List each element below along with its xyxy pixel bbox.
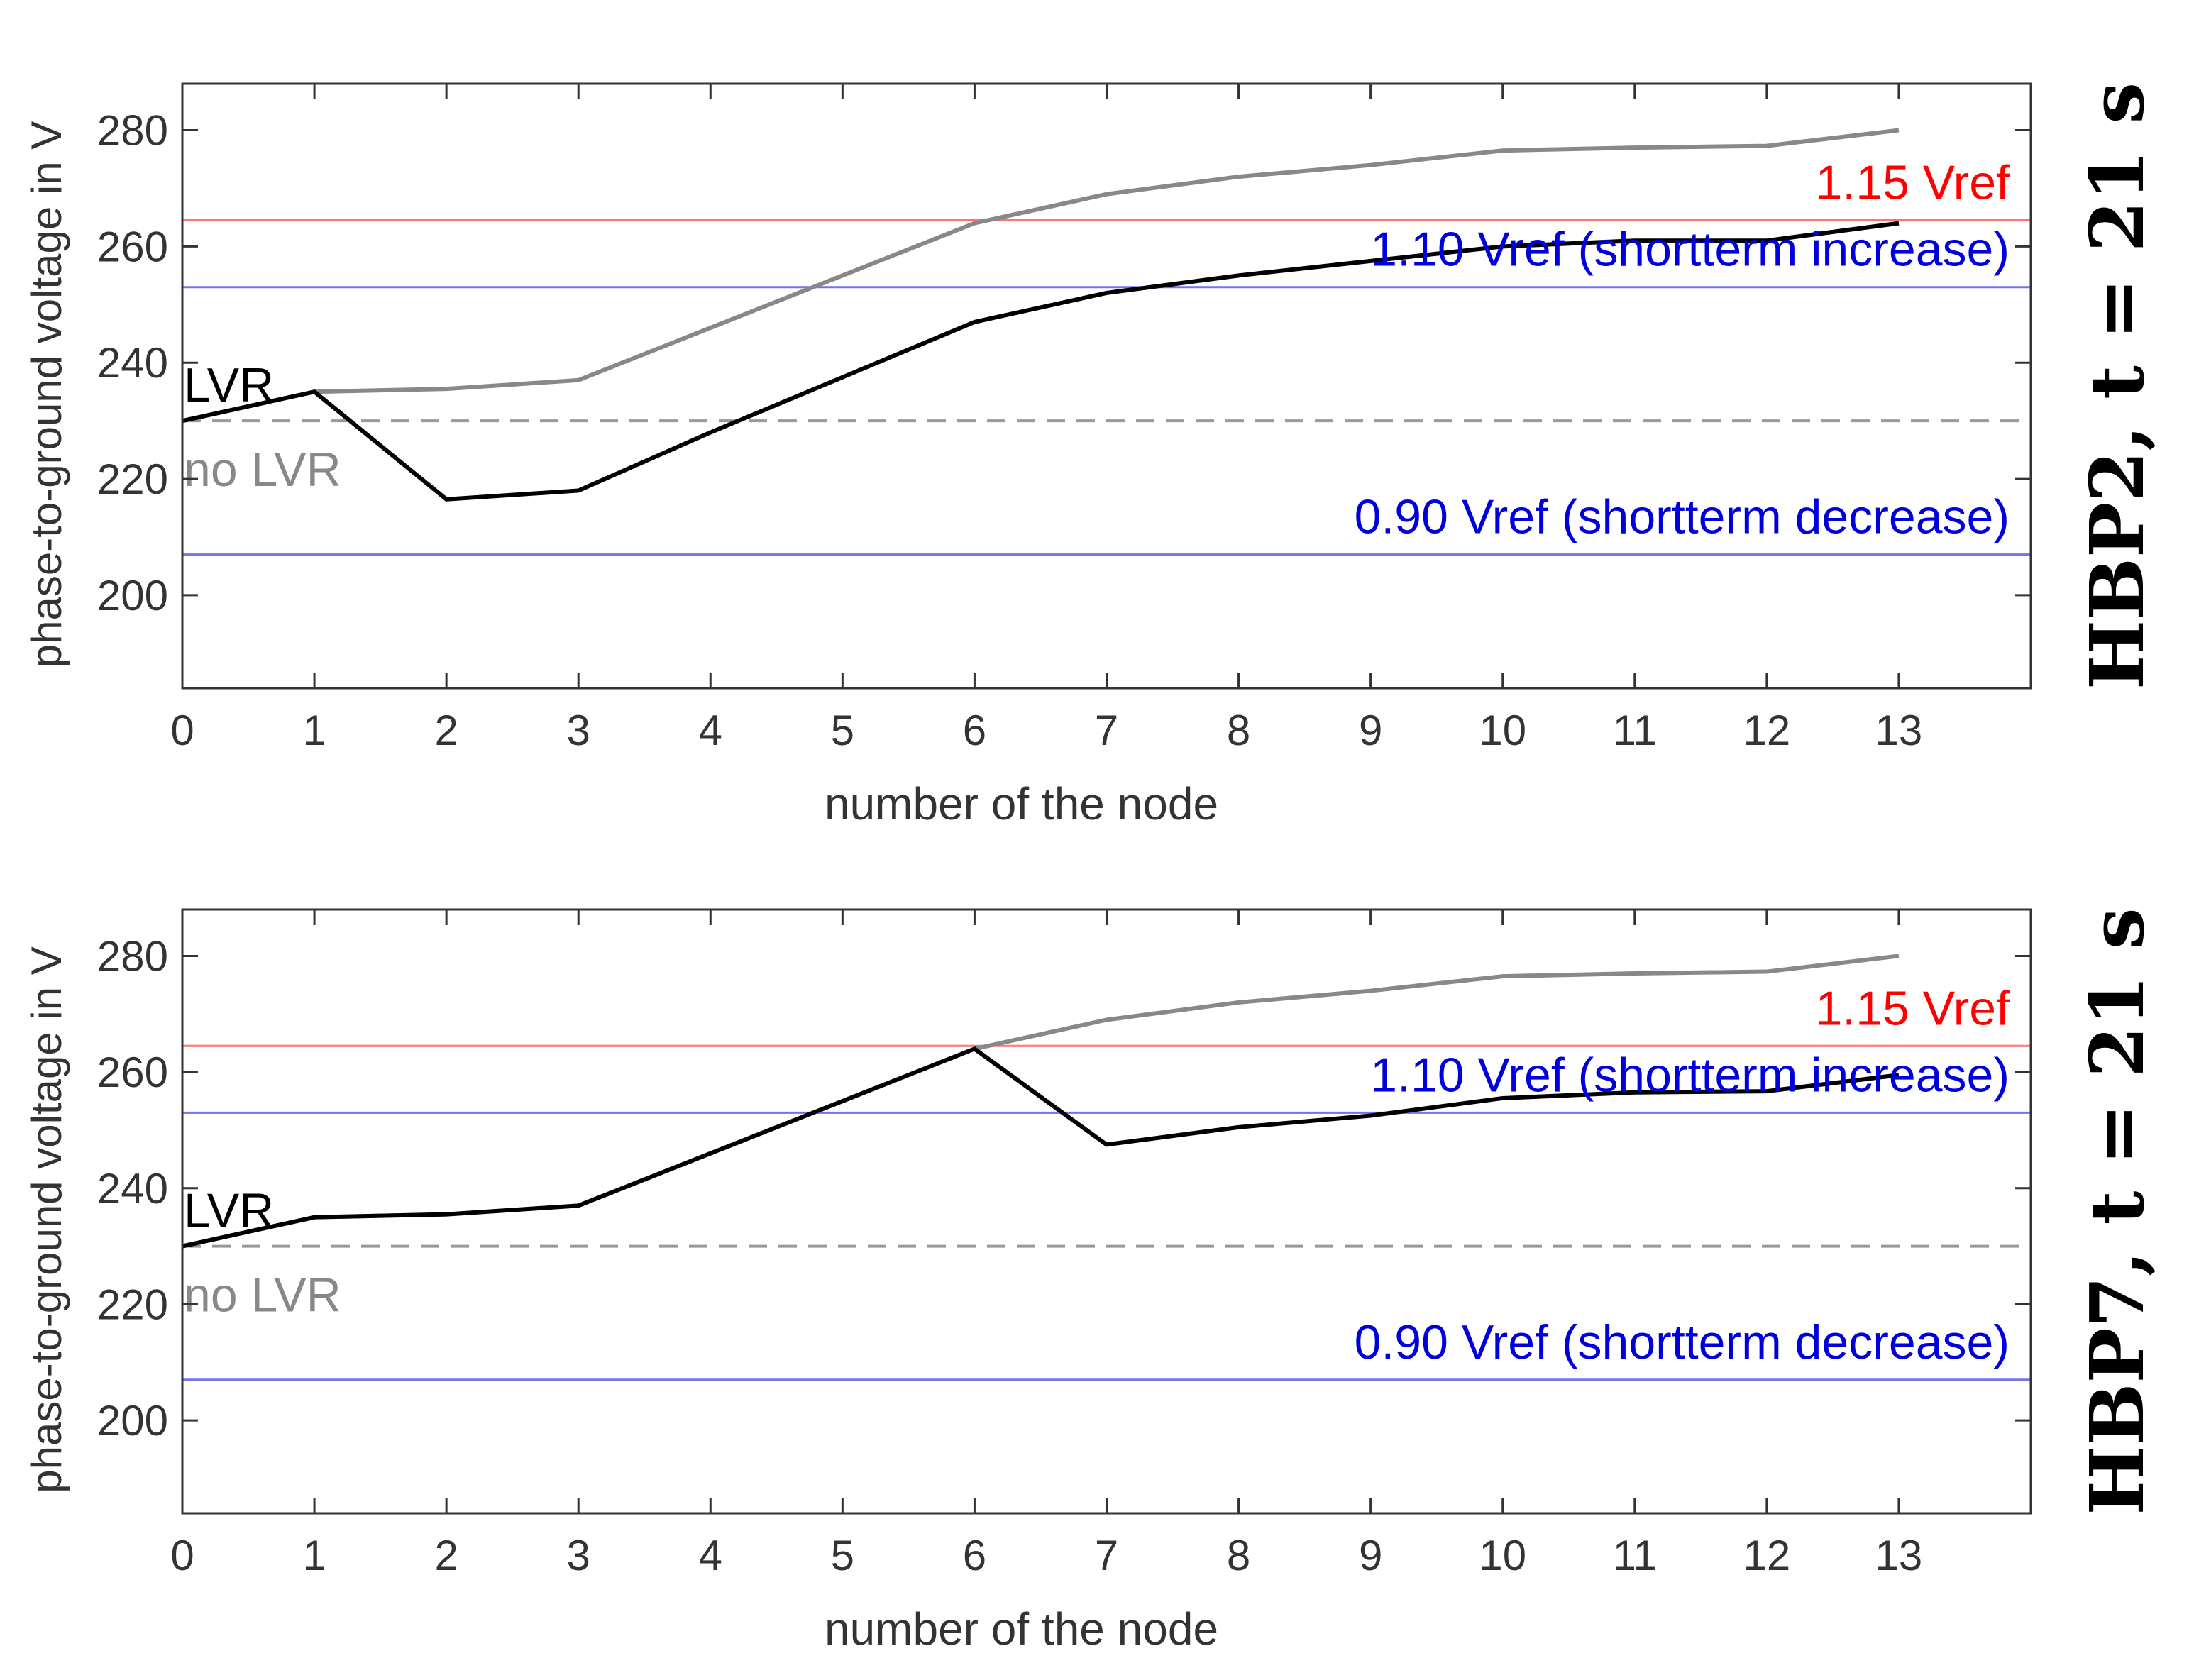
x-tick-label: 2 [434,1532,458,1579]
x-tick-label: 1 [302,707,326,754]
y-tick-label: 220 [97,1281,168,1328]
x-tick-label: 12 [1743,707,1790,754]
reference-label-1: 1.10 Vref (shortterm increase) [1370,1048,2010,1102]
y-tick-label: 260 [97,1049,168,1096]
x-tick-label: 13 [1875,1532,1923,1579]
y-tick-label: 220 [97,455,168,503]
x-tick-label: 8 [1227,707,1250,754]
x-tick-label: 5 [831,707,854,754]
y-axis-label: phase-to-ground voltage in V [23,121,70,668]
y-tick-label: 260 [97,223,168,270]
x-tick-label: 3 [567,1532,590,1579]
no-lvr-label: no LVR [184,443,341,497]
x-tick-label: 10 [1479,1532,1526,1579]
y-tick-label: 200 [97,572,168,619]
x-tick-label: 5 [831,1532,854,1579]
x-tick-label: 8 [1227,1532,1250,1579]
x-tick-label: 9 [1359,707,1382,754]
x-tick-label: 4 [699,1532,722,1579]
x-tick-label: 10 [1479,707,1526,754]
x-tick-label: 7 [1095,707,1118,754]
x-axis-label: number of the node [825,1603,1218,1654]
y-tick-label: 240 [97,1165,168,1212]
x-tick-label: 13 [1875,707,1923,754]
x-tick-label: 0 [170,1532,194,1579]
x-tick-label: 4 [699,707,722,754]
series-line-lvr [182,1046,1900,1249]
chart-title: HBP2, t = 21 s [2073,82,2161,690]
reference-label-1: 1.10 Vref (shortterm increase) [1370,223,2010,277]
reference-label-3: 0.90 Vref (shortterm decrease) [1355,1315,2010,1369]
y-tick-label: 280 [97,107,168,155]
lvr-label: LVR [184,1184,274,1238]
x-tick-label: 7 [1095,1532,1118,1579]
lvr-label: LVR [184,358,274,412]
x-tick-label: 1 [302,1532,326,1579]
y-tick-label: 240 [97,339,168,387]
x-tick-label: 11 [1613,1532,1657,1579]
x-tick-label: 3 [567,707,590,754]
chart-title: HBP7, t = 21 s [2073,907,2161,1515]
reference-label-0: 1.15 Vref [1816,156,2010,210]
reference-label-3: 0.90 Vref (shortterm decrease) [1355,490,2010,544]
chart-hbp2: 1.15 Vref 1.10 Vref (shortterm increase) 0… [23,82,2161,829]
reference-label-0: 1.15 Vref [1816,981,2010,1035]
y-tick-label: 280 [97,932,168,980]
x-tick-label: 6 [963,707,986,754]
x-tick-label: 11 [1613,707,1657,754]
chart-hbp7: 1.15 Vref 1.10 Vref (shortterm increase) 0… [23,907,2161,1654]
x-tick-label: 9 [1359,1532,1382,1579]
y-axis-label: phase-to-ground voltage in V [23,946,70,1493]
y-tick-label: 200 [97,1397,168,1444]
x-tick-label: 2 [434,707,458,754]
x-tick-label: 6 [963,1532,986,1579]
series-line-no-lvr [182,128,1900,424]
no-lvr-label: no LVR [184,1268,341,1322]
x-tick-label: 0 [170,707,194,754]
series-line-lvr [182,221,1900,502]
x-axis-label: number of the node [825,778,1218,829]
x-tick-label: 12 [1743,1532,1790,1579]
